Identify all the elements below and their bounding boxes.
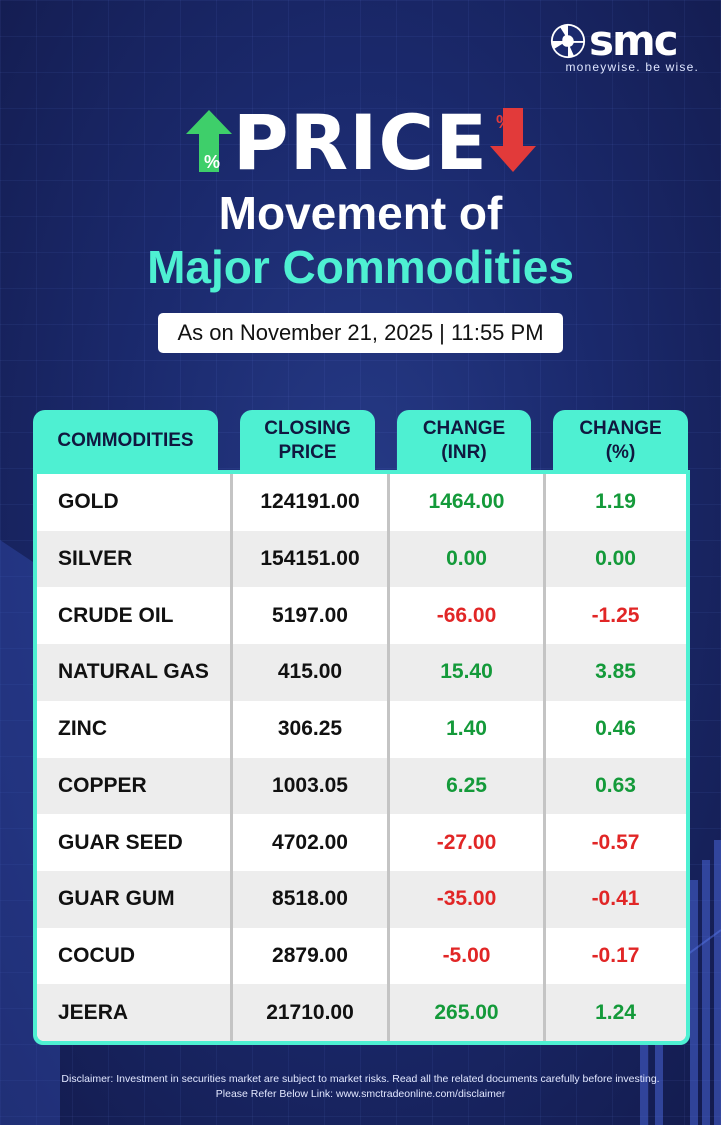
change-inr: 6.25	[446, 773, 487, 797]
commodities-table-body: GOLD 124191.00 1464.00 1.19 SILVER 15415…	[37, 474, 686, 1041]
header-closing-price: CLOSING PRICE	[240, 410, 375, 472]
change-inr: 1464.00	[428, 490, 505, 514]
table-row: COCUD 2879.00 -5.00 -0.17	[37, 928, 686, 985]
closing-price: 415.00	[277, 660, 343, 684]
closing-price: 5197.00	[272, 603, 348, 627]
heading-price: PRICE	[232, 98, 489, 187]
column-divider	[543, 474, 546, 1041]
commodities-table: GOLD 124191.00 1464.00 1.19 SILVER 15415…	[33, 470, 690, 1045]
closing-price: 2879.00	[272, 943, 348, 967]
change-pct: 0.00	[595, 547, 636, 571]
date-label: As on November 21, 2025 | 11:55 PM	[158, 313, 563, 353]
change-pct: -0.41	[591, 887, 640, 911]
smc-logo: smc moneywise. be wise.	[549, 16, 699, 76]
closing-price: 1003.05	[272, 773, 348, 797]
table-row: CRUDE OIL 5197.00 -66.00 -1.25	[37, 587, 686, 644]
smc-logo-icon	[550, 23, 586, 59]
change-inr: -35.00	[436, 887, 497, 911]
commodity-name: SILVER	[58, 547, 133, 571]
brand-name: smc	[589, 16, 679, 65]
header-closing-price-line2: PRICE	[278, 442, 337, 463]
change-pct: 0.46	[595, 717, 636, 741]
down-arrow-percent: %	[496, 112, 512, 132]
commodity-name: COCUD	[58, 943, 135, 967]
change-inr: 0.00	[446, 547, 487, 571]
header-change-inr: CHANGE (INR)	[397, 410, 531, 472]
change-pct: 3.85	[595, 660, 636, 684]
change-pct: -0.17	[591, 943, 640, 967]
header-change-pct-line1: CHANGE	[579, 418, 662, 439]
down-arrow-icon: %	[490, 108, 536, 172]
commodity-name: GUAR GUM	[58, 887, 175, 911]
header-change-inr-line2: (INR)	[441, 442, 487, 463]
table-row: GOLD 124191.00 1464.00 1.19	[37, 474, 686, 531]
change-inr: 15.40	[440, 660, 493, 684]
closing-price: 21710.00	[266, 1000, 354, 1024]
table-row: GUAR SEED 4702.00 -27.00 -0.57	[37, 814, 686, 871]
table-row: ZINC 306.25 1.40 0.46	[37, 701, 686, 758]
up-arrow-icon: %	[186, 110, 232, 172]
commodity-name: JEERA	[58, 1000, 129, 1024]
change-pct: -0.57	[591, 830, 640, 854]
closing-price: 306.25	[277, 717, 343, 741]
table-row: GUAR GUM 8518.00 -35.00 -0.41	[37, 870, 686, 928]
closing-price: 4702.00	[272, 830, 348, 854]
commodity-name: GOLD	[58, 490, 119, 514]
column-divider	[230, 474, 233, 1041]
disclaimer-link-text: Please Refer Below Link: www.smctradeonl…	[215, 1088, 506, 1100]
brand-tagline: moneywise. be wise.	[565, 60, 699, 74]
table-row: NATURAL GAS 415.00 15.40 3.85	[37, 644, 686, 701]
header-change-inr-line1: CHANGE	[422, 418, 506, 439]
commodity-name: COPPER	[58, 773, 147, 797]
column-divider	[387, 474, 390, 1041]
closing-price: 154151.00	[260, 547, 360, 571]
change-pct: 1.24	[595, 1000, 636, 1024]
change-inr: -5.00	[442, 943, 491, 967]
heading-major-commodities: Major Commodities	[147, 241, 574, 293]
disclaimer-text: Disclaimer: Investment in securities mar…	[61, 1073, 660, 1085]
header-commodities-label: COMMODITIES	[57, 430, 194, 451]
change-inr: 265.00	[434, 1000, 499, 1024]
table-row: COPPER 1003.05 6.25 0.63	[37, 757, 686, 815]
change-pct: -1.25	[591, 603, 640, 627]
up-arrow-percent: %	[204, 152, 220, 172]
header-commodities: COMMODITIES	[33, 410, 218, 472]
change-inr: -27.00	[436, 830, 497, 854]
commodity-name: CRUDE OIL	[58, 603, 174, 627]
closing-price: 8518.00	[272, 887, 348, 911]
table-row: JEERA 21710.00 265.00 1.24	[37, 984, 686, 1041]
header-change-pct: CHANGE (%)	[553, 410, 688, 472]
change-inr: -66.00	[436, 603, 497, 627]
commodity-name: GUAR SEED	[58, 830, 183, 854]
heading-movement-of: Movement of	[218, 187, 503, 239]
closing-price: 124191.00	[260, 490, 360, 514]
header-closing-price-line1: CLOSING	[264, 418, 351, 439]
change-inr: 1.40	[446, 717, 487, 741]
commodity-name: NATURAL GAS	[58, 660, 209, 684]
change-pct: 1.19	[595, 490, 636, 514]
table-row: SILVER 154151.00 0.00 0.00	[37, 530, 686, 588]
commodity-name: ZINC	[58, 717, 107, 741]
change-pct: 0.63	[595, 773, 636, 797]
header-change-pct-line2: (%)	[605, 442, 636, 463]
